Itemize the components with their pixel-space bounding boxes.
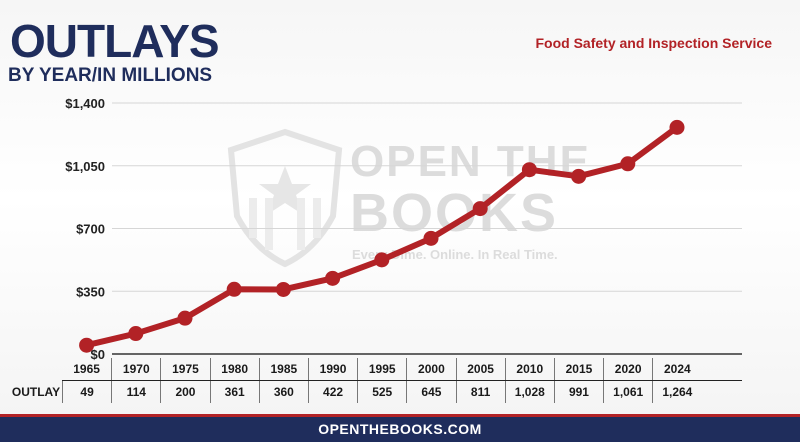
x-tick-label: 1985: [258, 358, 308, 380]
data-label: 525: [357, 381, 406, 403]
data-table: 1965 1970 1975 1980 1985 1990 1995 2000 2005 2010…: [12, 358, 742, 403]
row-header: OUTLAY: [11, 385, 61, 399]
x-tick-label: 2000: [406, 358, 455, 380]
data-point: [669, 119, 685, 135]
data-label: 422: [307, 381, 357, 403]
watermark-text: OPEN THE BOOKS: [350, 137, 591, 243]
x-tick-label: 2020: [603, 358, 652, 380]
data-label: 49: [62, 381, 111, 403]
data-label: 1,028: [504, 381, 554, 403]
x-tick-label: 1995: [357, 358, 406, 380]
x-tick-label: 2024: [652, 358, 701, 380]
data-point: [325, 270, 341, 286]
y-tick-label: $0: [91, 347, 105, 362]
data-point: [571, 168, 587, 184]
data-point: [275, 281, 291, 297]
data-point: [226, 281, 242, 297]
data-label: 645: [406, 381, 455, 403]
y-tick-label: $1,050: [65, 159, 105, 174]
x-tick-label: 1980: [209, 358, 259, 380]
outlay-row: OUTLAY 49 114 200 361 360 422 525 645 811 1,028 99…: [10, 381, 742, 403]
data-label: 811: [455, 381, 505, 403]
data-point: [128, 326, 144, 342]
footer-accent: [0, 414, 800, 417]
data-point: [620, 156, 636, 172]
year-row: 1965 1970 1975 1980 1985 1990 1995 2000 2005 2010…: [62, 358, 742, 381]
data-point: [79, 337, 95, 353]
agency-name: Food Safety and Inspection Service: [535, 35, 772, 51]
data-label: 991: [553, 381, 603, 403]
series-line: [83, 124, 680, 349]
data-point: [423, 230, 439, 246]
footer: OPENTHEBOOKS.COM: [0, 417, 800, 442]
x-tick-label: 2005: [455, 358, 505, 380]
data-label: 360: [258, 381, 308, 403]
y-tick-label: $700: [76, 222, 105, 237]
y-tick-label: $350: [76, 284, 105, 299]
data-point: [472, 201, 488, 217]
x-tick-label: 1975: [160, 358, 209, 380]
x-tick-label: 1965: [73, 362, 100, 376]
data-point: [521, 162, 537, 178]
data-points: [79, 119, 685, 353]
x-tick-label: 2015: [553, 358, 603, 380]
shield-icon: [227, 128, 343, 268]
data-point: [374, 252, 390, 268]
data-label: 114: [111, 381, 160, 403]
chart-subtitle: BY YEAR/IN MILLIONS: [8, 65, 213, 86]
x-tick-label: 2010: [504, 358, 554, 380]
x-tick-label: 1990: [307, 358, 357, 380]
x-tick-label: 1970: [111, 358, 160, 380]
chart-title: OUTLAYS: [10, 15, 220, 67]
data-label: 1,264: [652, 381, 701, 403]
y-tick-label: $1,400: [65, 96, 105, 111]
data-point: [177, 310, 193, 326]
data-label: 200: [160, 381, 209, 403]
y-axis: $0 $350 $700 $1,050 $1,400: [65, 96, 105, 362]
grid-lines: [112, 102, 742, 355]
data-label: 361: [209, 381, 259, 403]
data-label: 1,061: [603, 381, 652, 403]
